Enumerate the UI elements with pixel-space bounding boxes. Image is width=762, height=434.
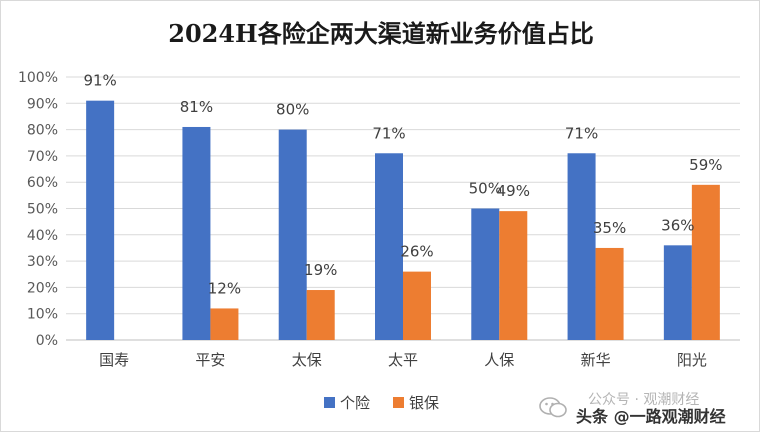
- x-category-label: 阳光: [677, 351, 707, 369]
- data-label: 71%: [565, 124, 598, 142]
- x-category-label: 新华: [581, 351, 611, 369]
- y-tick-label: 60%: [27, 175, 58, 191]
- bar-银保-新华: [595, 247, 624, 340]
- data-labels: 91% 81% 12% 80% 19% 71% 26% 50%49% 71% 35% 36% 59%: [83, 72, 722, 298]
- y-axis-ticks: 0% 10% 20% 30% 40% 50% 60% 70% 80% 90% 100%: [18, 70, 58, 349]
- data-label: 36%: [661, 216, 694, 234]
- legend-label: 个险: [340, 394, 370, 412]
- x-category-label: 国寿: [99, 351, 129, 369]
- watermark-bottom: 头条 @一路观潮财经: [576, 407, 726, 426]
- x-category-label: 太保: [292, 351, 322, 369]
- y-tick-label: 30%: [27, 254, 58, 270]
- y-tick-label: 10%: [27, 307, 58, 323]
- x-category-label: 人保: [484, 351, 514, 369]
- watermark: 公众号 · 观潮财经 头条 @一路观潮财经: [538, 387, 758, 431]
- bar-银保-平安: [210, 308, 239, 340]
- chart-title: 2024H各险企两大渠道新业务价值占比: [168, 19, 594, 48]
- data-label: 81%: [180, 98, 213, 116]
- bar-个险-平安: [182, 126, 211, 340]
- data-label: 26%: [400, 243, 433, 261]
- bar-个险-太平: [375, 153, 403, 340]
- bar-个险-太保: [278, 129, 307, 340]
- x-category-label: 平安: [195, 351, 225, 369]
- bar-个险-新华: [567, 153, 596, 340]
- x-axis-categories: 国寿 平安 太保 太平 人保 新华 阳光: [99, 351, 707, 369]
- bar-银保-太保: [306, 290, 335, 340]
- bar-个险-人保: [471, 208, 500, 340]
- y-tick-label: 80%: [27, 123, 58, 139]
- bar-个险-阳光: [663, 245, 692, 340]
- bars: [86, 100, 720, 340]
- bar-个险-国寿: [86, 100, 115, 340]
- y-tick-label: 90%: [27, 96, 58, 112]
- data-label: 80%: [276, 101, 309, 119]
- y-tick-label: 100%: [18, 70, 58, 86]
- y-tick-label: 50%: [27, 202, 58, 218]
- data-label: 49%: [497, 182, 530, 200]
- data-label: 19%: [304, 261, 337, 279]
- legend: 个险 银保: [324, 394, 439, 412]
- bar-银保-太平: [403, 271, 431, 340]
- gridlines: [66, 76, 740, 341]
- bar-银保-人保: [499, 211, 528, 340]
- y-tick-label: 40%: [27, 228, 58, 244]
- data-label: 35%: [593, 219, 626, 237]
- legend-swatch: [324, 397, 335, 408]
- wechat-icon: [539, 397, 567, 418]
- data-label: 71%: [372, 124, 405, 142]
- y-tick-label: 20%: [27, 280, 58, 296]
- bar-银保-阳光: [691, 184, 720, 340]
- legend-label: 银保: [409, 394, 439, 412]
- x-category-label: 太平: [388, 351, 418, 369]
- data-label: 59%: [689, 156, 722, 174]
- watermark-top: 公众号 · 观潮财经: [588, 392, 700, 408]
- legend-swatch: [393, 397, 404, 408]
- data-label: 91%: [83, 72, 116, 90]
- y-tick-label: 0%: [36, 333, 58, 349]
- data-label: 12%: [208, 279, 241, 297]
- data-label: 50%: [469, 180, 502, 198]
- y-tick-label: 70%: [27, 149, 58, 165]
